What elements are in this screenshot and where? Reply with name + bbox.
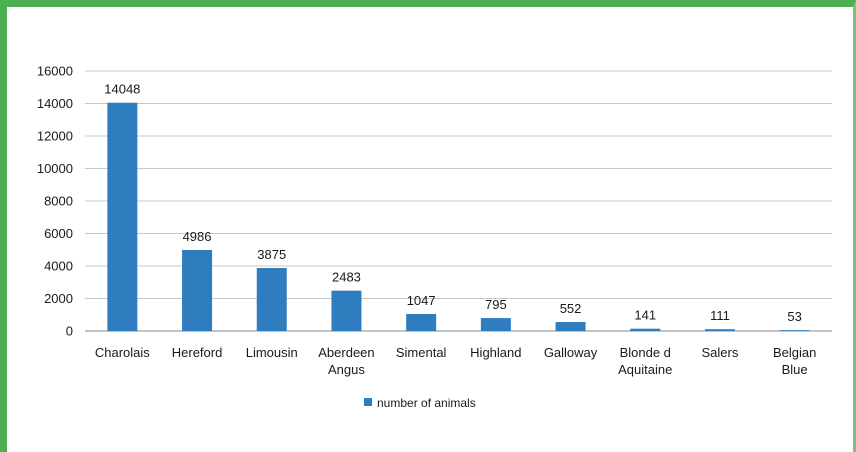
x-tick-label: Charolais	[95, 345, 150, 360]
x-tick-label: Belgian Blue	[773, 345, 816, 377]
bar	[555, 322, 586, 331]
data-label: 4986	[183, 229, 212, 244]
legend: number of animals	[364, 396, 476, 410]
y-tick-label: 8000	[44, 194, 73, 209]
data-label: 53	[787, 309, 801, 324]
x-tick-label: Blonde d Aquitaine	[618, 345, 672, 377]
bar	[331, 290, 362, 331]
data-label: 2483	[332, 270, 361, 285]
y-tick-label: 14000	[37, 96, 73, 111]
bar	[256, 268, 287, 331]
y-tick-label: 16000	[37, 64, 73, 79]
y-tick-label: 6000	[44, 226, 73, 241]
y-tick-label: 2000	[44, 291, 73, 306]
y-tick-label: 0	[66, 324, 73, 339]
bar	[704, 329, 735, 331]
data-label: 111	[710, 308, 730, 323]
data-label: 795	[485, 297, 507, 312]
y-tick-label: 12000	[37, 129, 73, 144]
legend-label: number of animals	[377, 396, 476, 410]
legend-swatch	[364, 398, 372, 406]
x-tick-label: Hereford	[172, 345, 223, 360]
data-label: 1047	[407, 293, 436, 308]
bar	[779, 330, 810, 331]
x-axis-category-labels: Charolais Hereford Limousin Aberdeen Angus Si…	[95, 345, 816, 377]
data-label: 3875	[257, 247, 286, 262]
data-labels: 14048 4986 3875 2483 1047 795 552 141 111 53	[104, 82, 802, 324]
data-label: 14048	[104, 82, 140, 97]
x-tick-label: Galloway	[544, 345, 598, 360]
x-tick-label: Limousin	[246, 345, 298, 360]
data-label: 141	[634, 308, 656, 323]
y-axis-ticks: 0 2000 4000 6000 8000 10000 12000 14000 16000	[37, 64, 73, 339]
bar	[630, 328, 661, 331]
bar	[406, 313, 437, 331]
y-tick-label: 4000	[44, 259, 73, 274]
x-tick-label: Salers	[702, 345, 739, 360]
bar	[480, 318, 511, 331]
x-tick-label: Simental	[396, 345, 447, 360]
y-tick-label: 10000	[37, 161, 73, 176]
x-tick-label: Highland	[470, 345, 521, 360]
bar	[182, 249, 213, 331]
data-label: 552	[560, 301, 582, 316]
bar	[107, 102, 138, 331]
bars	[107, 102, 810, 331]
x-tick-label: Aberdeen Angus	[318, 345, 374, 377]
